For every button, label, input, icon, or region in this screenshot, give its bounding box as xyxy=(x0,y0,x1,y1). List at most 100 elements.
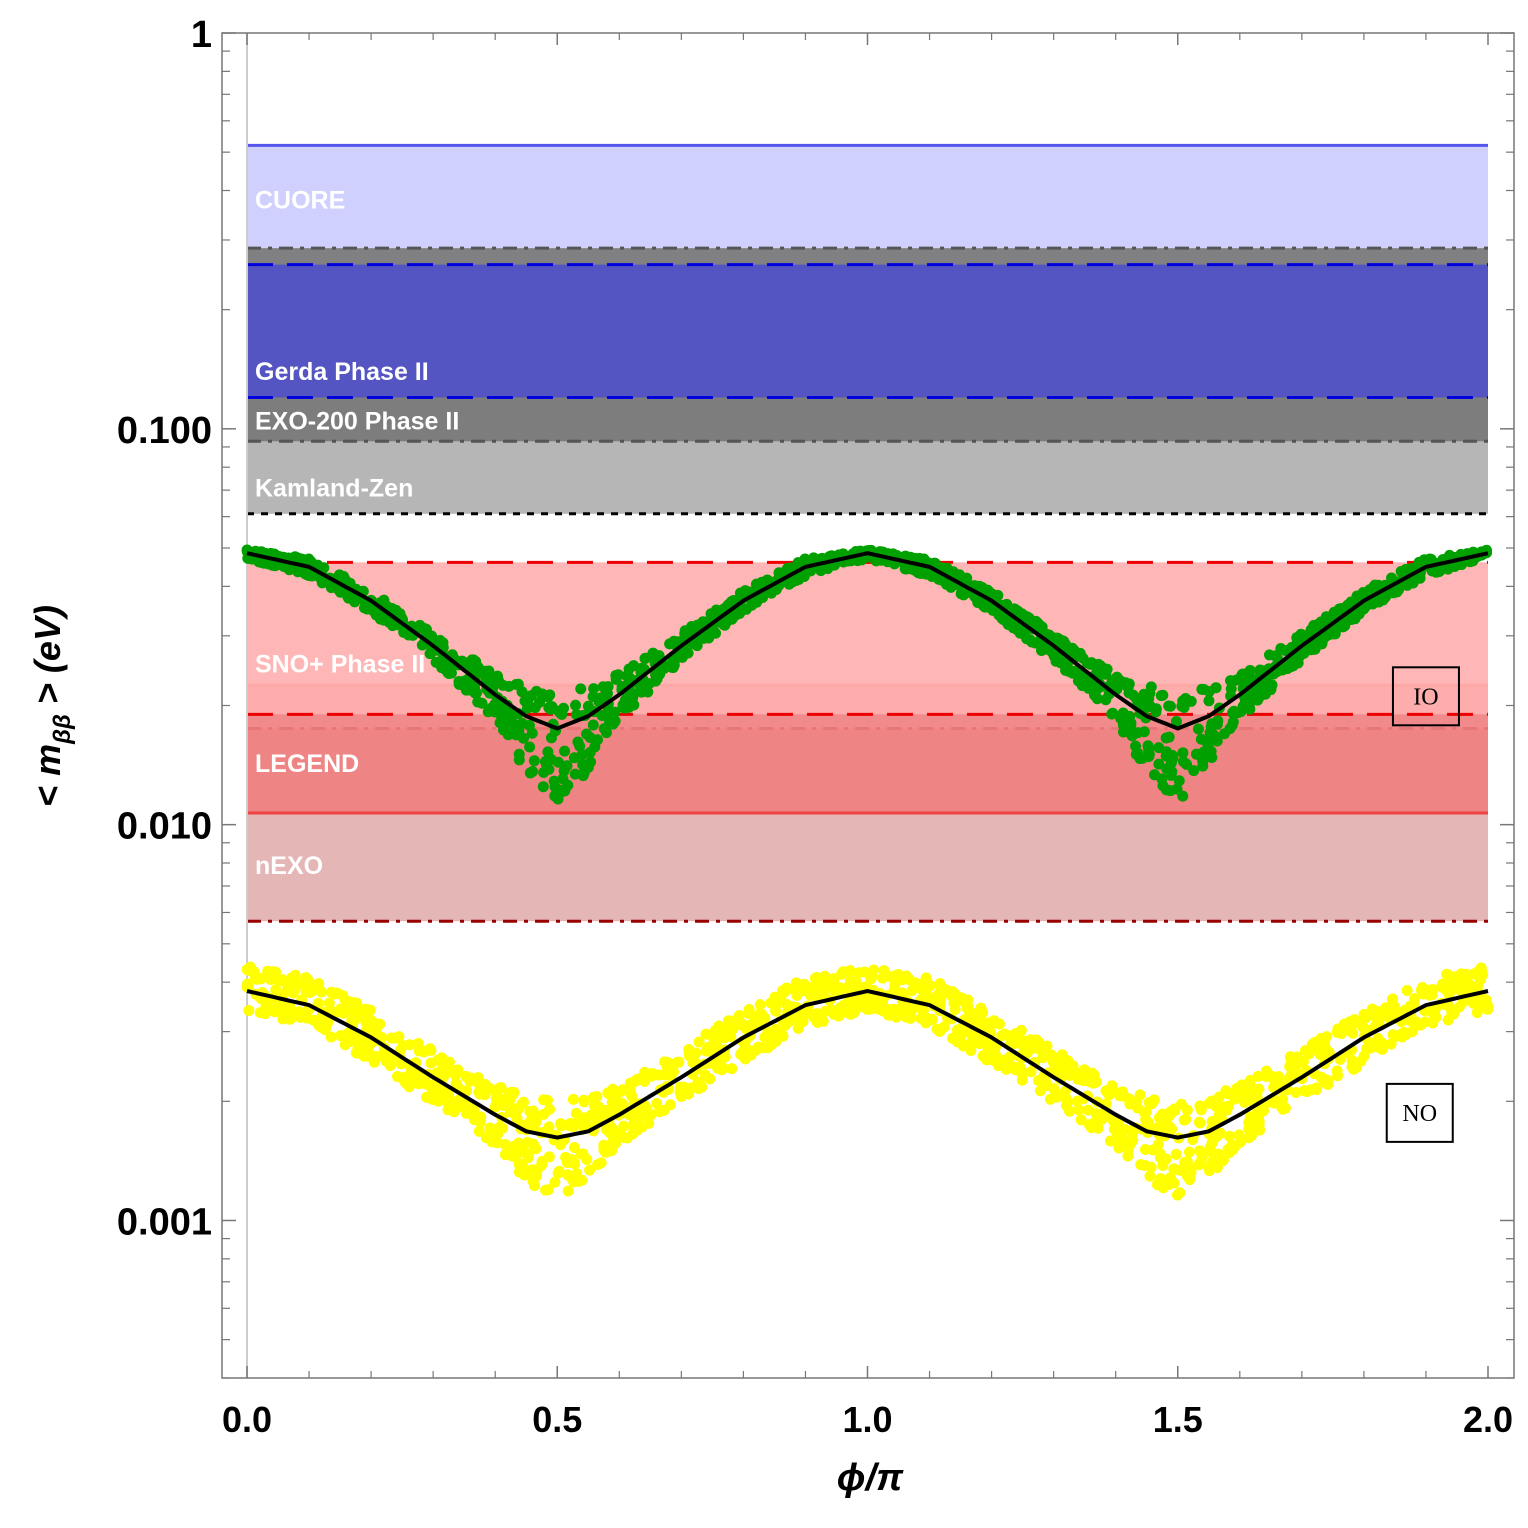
series-no-point xyxy=(584,1164,596,1176)
series-no-point xyxy=(464,1072,476,1084)
series-no-point xyxy=(1195,1104,1207,1116)
series-no-point xyxy=(606,1097,618,1109)
series-io-point xyxy=(1001,598,1013,610)
series-no-point xyxy=(581,1153,593,1165)
series-no-point xyxy=(491,1137,503,1149)
series-io-point xyxy=(498,724,510,736)
series-no-point xyxy=(1211,1162,1223,1174)
series-no-point xyxy=(282,1009,294,1021)
band-label-cuore: CUORE xyxy=(255,186,345,214)
series-no-point xyxy=(600,1146,612,1158)
series-no-point xyxy=(1398,1027,1410,1039)
x-tick-label: 1.5 xyxy=(1153,1399,1203,1440)
series-no-point xyxy=(947,1032,959,1044)
series-no-point xyxy=(1193,1159,1205,1171)
series-no-point xyxy=(435,1093,447,1105)
series-no-point xyxy=(1482,1000,1494,1012)
series-no-point xyxy=(949,1003,961,1015)
series-io-point xyxy=(582,761,594,773)
series-no-point xyxy=(1170,1148,1182,1160)
series-io-point xyxy=(483,665,495,677)
series-no-point xyxy=(1299,1045,1311,1057)
series-no-point xyxy=(1037,1042,1049,1054)
series-no-point xyxy=(865,973,877,985)
series-io-point xyxy=(562,779,574,791)
series-io-point xyxy=(668,637,680,649)
series-no-point xyxy=(753,1008,765,1020)
series-io-point xyxy=(1068,665,1080,677)
series-io-point xyxy=(679,625,691,637)
y-tick-label: 0.010 xyxy=(117,806,212,848)
series-io-point xyxy=(570,699,582,711)
series-io-point xyxy=(1179,696,1191,708)
series-no-point xyxy=(516,1164,528,1176)
series-no-point xyxy=(627,1128,639,1140)
series-io-point xyxy=(1106,708,1118,720)
series-io-point xyxy=(1145,681,1157,693)
series-no-point xyxy=(493,1122,505,1134)
series-io-point xyxy=(1239,696,1251,708)
series-no-point xyxy=(538,1094,550,1106)
series-no-point xyxy=(733,1010,745,1022)
series-no-point xyxy=(980,1037,992,1049)
series-no-point xyxy=(1253,1116,1265,1128)
series-no-point xyxy=(615,1085,627,1097)
series-no-point xyxy=(339,1039,351,1051)
series-no-point xyxy=(315,986,327,998)
series-no-point xyxy=(442,1104,454,1116)
ordering-annotations: IO NO xyxy=(1385,666,1460,1143)
series-no-point xyxy=(770,1035,782,1047)
series-no-point xyxy=(1157,1159,1169,1171)
series-no-point xyxy=(300,972,312,984)
series-no-point xyxy=(827,973,839,985)
series-no-point xyxy=(643,1117,655,1129)
series-no-point xyxy=(309,979,321,991)
series-no-point xyxy=(742,1046,754,1058)
series-no-point xyxy=(1446,1007,1458,1019)
series-no-point xyxy=(391,1071,403,1083)
series-io-point xyxy=(640,652,652,664)
series-io-point xyxy=(544,703,556,715)
series-io-point xyxy=(1123,678,1135,690)
series-io-point xyxy=(1212,715,1224,727)
series-io-point xyxy=(1316,638,1328,650)
series-no-point xyxy=(1147,1144,1159,1156)
series-io-point xyxy=(627,692,639,704)
series-no-point xyxy=(560,1151,572,1163)
series-no-point xyxy=(1180,1113,1192,1125)
series-io-point xyxy=(1180,758,1192,770)
series-io-point xyxy=(545,732,557,744)
series-io-point xyxy=(914,567,926,579)
series-no-point xyxy=(530,1116,542,1128)
series-io-point xyxy=(510,678,522,690)
series-no-point xyxy=(1254,1124,1266,1136)
series-io-point xyxy=(1211,735,1223,747)
series-io-point xyxy=(457,656,469,668)
series-no-point xyxy=(662,1057,674,1069)
series-io-point xyxy=(528,755,540,767)
annotation-label-no: NO xyxy=(1402,1101,1437,1127)
series-no-point xyxy=(506,1143,518,1155)
series-no-point xyxy=(320,1022,332,1034)
series-no-point xyxy=(1090,1108,1102,1120)
series-io-point xyxy=(554,707,566,719)
series-no-point xyxy=(452,1102,464,1114)
series-no-point xyxy=(1321,1031,1333,1043)
series-io-point xyxy=(587,719,599,731)
series-no-point xyxy=(1183,1170,1195,1182)
y-tick-label: 0.100 xyxy=(117,410,212,452)
series-io-point xyxy=(572,736,584,748)
series-no-point xyxy=(241,964,253,976)
series-no-point xyxy=(1358,1008,1370,1020)
series-io-point xyxy=(544,689,556,701)
series-no-point xyxy=(781,982,793,994)
series-io-point xyxy=(977,599,989,611)
series-no-point xyxy=(571,1168,583,1180)
series-no-point xyxy=(817,1015,829,1027)
series-no-point xyxy=(606,1122,618,1134)
series-no-point xyxy=(1183,1146,1195,1158)
series-io-point xyxy=(1123,687,1135,699)
series-no-point xyxy=(868,964,880,976)
series-io-point xyxy=(781,562,793,574)
series-no-point xyxy=(844,975,856,987)
